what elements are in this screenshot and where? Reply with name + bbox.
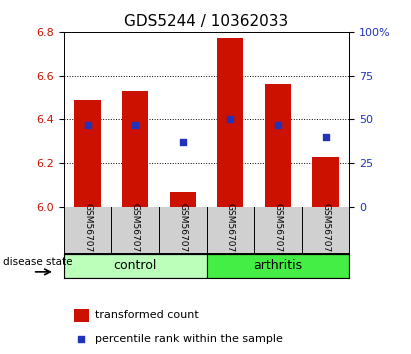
Point [132, 122, 139, 127]
Text: transformed count: transformed count [95, 310, 199, 320]
Title: GDS5244 / 10362033: GDS5244 / 10362033 [125, 14, 289, 29]
Text: control: control [113, 259, 157, 272]
Text: GSM567077: GSM567077 [226, 202, 235, 258]
Bar [217, 39, 243, 207]
Bar [74, 309, 90, 322]
Point [275, 122, 281, 127]
Point [180, 139, 186, 145]
Text: percentile rank within the sample: percentile rank within the sample [95, 334, 283, 344]
Text: disease state: disease state [3, 257, 72, 267]
Bar [64, 254, 206, 278]
Bar [265, 84, 291, 207]
Bar [74, 100, 101, 207]
Text: GSM567073: GSM567073 [178, 202, 187, 258]
Point [84, 122, 91, 127]
Bar [312, 157, 339, 207]
Text: arthritis: arthritis [253, 259, 302, 272]
Bar [170, 192, 196, 207]
Text: GSM567072: GSM567072 [131, 202, 140, 258]
Text: GSM567071: GSM567071 [83, 202, 92, 258]
Bar [122, 91, 148, 207]
Text: GSM567078: GSM567078 [273, 202, 282, 258]
Bar [206, 254, 349, 278]
Point [227, 116, 233, 122]
Point [77, 336, 84, 342]
Point [322, 134, 329, 140]
Text: GSM567079: GSM567079 [321, 202, 330, 258]
